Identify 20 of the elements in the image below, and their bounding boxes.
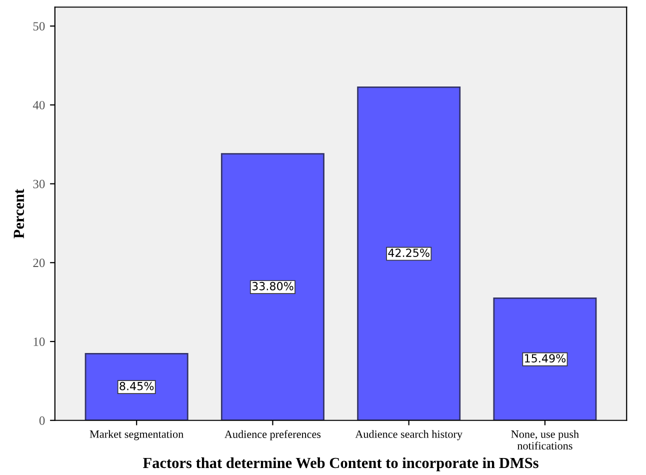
y-tick-label: 20 — [33, 258, 45, 268]
data-label: 42.25% — [388, 248, 430, 257]
x-tick-label: Market segmentation — [90, 430, 184, 440]
bar — [493, 298, 597, 420]
data-label: 15.49% — [524, 354, 566, 363]
y-tick-label: 50 — [33, 22, 45, 31]
y-tick-label: 30 — [33, 180, 45, 188]
x-tick-label: None, use push notifications — [511, 430, 579, 450]
bar — [357, 86, 461, 420]
bar — [84, 353, 188, 420]
bar — [220, 153, 324, 420]
y-tick-label: 0 — [39, 416, 45, 425]
y-axis-title: Percent — [14, 188, 24, 238]
x-tick-label: Audience search history — [355, 430, 462, 440]
x-axis-title: Factors that determine Web Content to incorporate in DMSs — [143, 457, 538, 472]
y-tick-label: 10 — [34, 338, 45, 346]
data-label: 8.45% — [120, 382, 154, 390]
y-tick-label: 40 — [32, 100, 45, 110]
x-tick-label: Audience preferences — [224, 430, 321, 440]
data-label: 33.80% — [252, 282, 294, 290]
